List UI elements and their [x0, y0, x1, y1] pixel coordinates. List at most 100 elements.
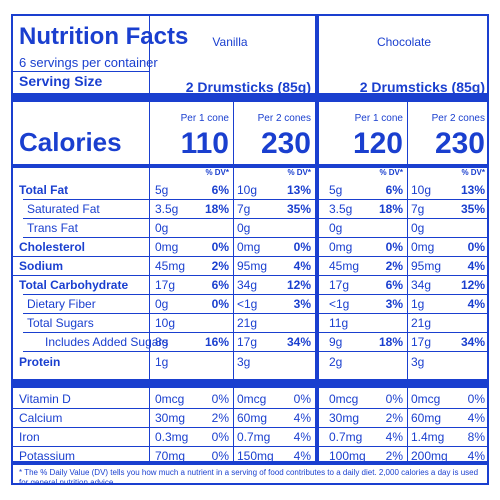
nutrient-label: Protein [19, 355, 61, 369]
nutrient-amount: <1g [329, 297, 350, 311]
nutrient-dv: 2% [211, 259, 229, 273]
nutrient-amount: 0mg [237, 240, 261, 254]
nutrient-amount: 0mg [155, 240, 179, 254]
nutrient-amount: 7g [237, 202, 251, 216]
nutrient-label: Vitamin D [19, 392, 71, 406]
nutrient-amount: 21g [237, 316, 258, 330]
nutrient-amount: 95mg [237, 259, 268, 273]
nutrient-label: Iron [19, 430, 40, 444]
nutrient-dv: 0% [467, 392, 485, 406]
nutrient-amount: 1g [155, 355, 169, 369]
dv-header: % DV* [287, 168, 311, 177]
nutrient-label: Includes Added Sugars [45, 335, 169, 349]
nutrient-amount: 0g [155, 221, 169, 235]
nutrient-dv: 4% [467, 411, 485, 425]
nutrient-dv: 2% [211, 411, 229, 425]
nutrient-dv: 0% [211, 449, 229, 463]
nutrient-dv: 6% [211, 278, 229, 292]
flavor-chocolate: Chocolate [376, 35, 432, 49]
dv-header: % DV* [379, 168, 403, 177]
nutrient-dv: 4% [467, 259, 485, 273]
nutrient-dv: 6% [385, 278, 403, 292]
nutrient-label: Trans Fat [27, 221, 78, 235]
nutrient-amount: 9g [329, 335, 343, 349]
row-divider [23, 199, 487, 200]
nutrient-dv: 0% [293, 392, 311, 406]
nutrient-dv: 34% [286, 335, 311, 349]
nutrient-amount: 0.7mg [237, 430, 271, 444]
nutrient-amount: 17g [237, 335, 258, 349]
column-divider [407, 388, 408, 461]
nutrient-amount: 0mcg [411, 392, 441, 406]
nutrient-amount: 0g [411, 221, 425, 235]
nutrient-label: Total Carbohydrate [19, 278, 129, 292]
nutrient-amount: 100mg [329, 449, 366, 463]
per-2-cones-label: Per 2 cones [431, 113, 485, 124]
nutrient-dv: 0% [467, 240, 485, 254]
per-1-cone-label: Per 1 cone [180, 113, 229, 124]
per-2-cones-label: Per 2 cones [257, 113, 311, 124]
nutrient-amount: 0mg [329, 240, 353, 254]
nutrient-amount: 17g [411, 335, 432, 349]
nutrient-dv: 2% [385, 259, 403, 273]
nutrient-amount: 45mg [329, 259, 360, 273]
calories-vanilla-2: 230 [260, 127, 311, 160]
nutrient-amount: 200mg [411, 449, 448, 463]
nutrient-amount: 45mg [155, 259, 186, 273]
nutrient-amount: 150mg [237, 449, 274, 463]
nutrient-label: Sodium [19, 259, 63, 273]
nutrient-amount: 10g [237, 183, 258, 197]
nutrient-dv: 18% [378, 335, 403, 349]
nutrient-label: Total Fat [19, 183, 69, 197]
nutrient-dv: 4% [467, 449, 485, 463]
nutrient-dv: 34% [460, 335, 485, 349]
nutrient-dv: 35% [286, 202, 311, 216]
nutrient-amount: 10g [155, 316, 176, 330]
nutrient-amount: 7g [411, 202, 425, 216]
medium-divider [13, 164, 487, 168]
footnote: * The % Daily Value (DV) tells you how m… [19, 468, 479, 485]
nutrient-amount: 60mg [411, 411, 442, 425]
nutrient-dv: 4% [293, 259, 311, 273]
nutrient-dv: 12% [286, 278, 311, 292]
nutrient-amount: 1g [411, 297, 425, 311]
medium-divider [13, 461, 487, 465]
nutrient-amount: 0mcg [155, 392, 185, 406]
nutrient-amount: 0.7mg [329, 430, 363, 444]
nutrient-dv: 4% [293, 411, 311, 425]
nutrient-amount: 0mcg [237, 392, 267, 406]
nutrient-dv: 13% [460, 183, 485, 197]
column-divider [233, 388, 234, 461]
nutrient-dv: 3% [293, 297, 311, 311]
column-divider [407, 102, 408, 379]
serving-size-chocolate: 2 Drumsticks (85g) [359, 79, 485, 95]
row-divider [13, 427, 487, 428]
column-divider-thick [315, 16, 319, 461]
nutrient-amount: 10g [411, 183, 432, 197]
nutrient-dv: 0% [211, 392, 229, 406]
nutrient-dv: 4% [293, 449, 311, 463]
serving-size-vanilla: 2 Drumsticks (85g) [185, 79, 311, 95]
nutrient-dv: 6% [385, 183, 403, 197]
nutrient-label: Calcium [19, 411, 63, 425]
row-divider [23, 237, 487, 238]
nutrient-dv: 4% [293, 430, 311, 444]
nutrient-amount: 0mg [411, 240, 435, 254]
thick-divider [13, 93, 487, 102]
dv-header: % DV* [461, 168, 485, 177]
serving-size-label: Serving Size [19, 73, 103, 89]
calories-chocolate-2: 230 [434, 127, 485, 160]
nutrition-facts-panel: Nutrition Facts 6 servings per container… [11, 14, 489, 485]
nutrient-dv: 2% [385, 449, 403, 463]
flavor-vanilla: Vanilla [212, 35, 248, 49]
divider [13, 71, 149, 72]
row-divider [13, 446, 487, 447]
nutrient-dv: 0% [293, 240, 311, 254]
nutrient-label: Potassium [19, 449, 76, 463]
nutrient-dv: 0% [385, 240, 403, 254]
nutrient-amount: 1.4mg [411, 430, 445, 444]
nutrient-label: Dietary Fiber [27, 297, 96, 311]
row-divider [13, 275, 487, 276]
nutrient-dv: 4% [467, 297, 485, 311]
nutrient-amount: 17g [329, 278, 350, 292]
